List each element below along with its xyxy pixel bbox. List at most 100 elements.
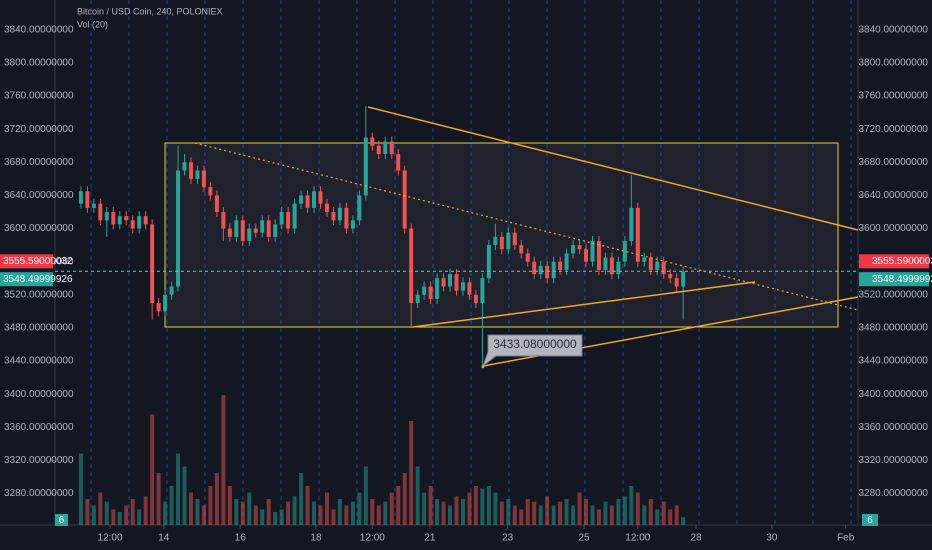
candle-body <box>422 286 427 295</box>
candle-body <box>506 232 511 250</box>
candle-body <box>376 145 381 155</box>
x-tick-label: 30 <box>766 533 778 544</box>
volume-bar <box>188 492 193 525</box>
y-tick-label: 3760.00000000 <box>858 91 928 102</box>
candle-body <box>169 286 174 295</box>
volume-bar <box>551 505 556 525</box>
volume-bar <box>201 505 206 525</box>
candle-body <box>545 265 550 279</box>
candle-body <box>668 274 673 279</box>
annotation-point <box>481 365 485 369</box>
volume-bar <box>91 505 96 525</box>
volume-bar <box>370 499 375 525</box>
volume-bar <box>661 501 666 525</box>
candle-body <box>111 211 116 225</box>
y-tick-label: 3320.00000000 <box>4 455 74 466</box>
volume-bar <box>448 505 453 525</box>
candle-body <box>370 137 375 146</box>
candle-body <box>117 216 122 225</box>
candle-body <box>596 240 601 270</box>
y-tick-label: 3520.00000000 <box>858 289 928 300</box>
candle-body <box>299 195 304 204</box>
volume-bar <box>363 466 368 525</box>
candle-body <box>195 170 200 179</box>
price-label-box <box>0 272 53 287</box>
y-tick-label: 3400.00000000 <box>858 389 928 400</box>
candle-body <box>331 211 336 221</box>
candle-body <box>441 278 446 287</box>
volume-bar <box>214 473 219 525</box>
volume-bar <box>182 466 187 525</box>
volume-bar <box>571 505 576 525</box>
volume-bar <box>655 509 660 525</box>
lower-trend-line <box>412 281 756 328</box>
symbol-title: Bitcoin / USD Coin, 240, POLONIEX <box>77 6 223 16</box>
volume-bar <box>208 486 213 525</box>
volume-bar <box>85 499 90 525</box>
candle-body <box>292 203 297 229</box>
volume-bar <box>350 501 355 525</box>
candle-body <box>273 224 278 237</box>
candle-body <box>564 253 569 270</box>
candle-body <box>396 154 401 171</box>
volume-bar <box>473 486 478 525</box>
candle-body <box>525 253 530 262</box>
volume-bar <box>422 492 427 525</box>
candle-body <box>279 211 284 225</box>
candle-body <box>532 261 537 275</box>
volume-bar <box>674 505 679 525</box>
volume-bar <box>584 499 589 525</box>
volume-bar <box>545 496 550 525</box>
y-tick-label: 3520.00000000 <box>4 289 74 300</box>
volume-bar <box>195 499 200 525</box>
volume-bar <box>117 512 122 525</box>
volume-bar <box>603 501 608 525</box>
candle-body <box>344 207 349 229</box>
volume-bar <box>577 492 582 525</box>
volume-bar <box>176 453 181 525</box>
candle-body <box>635 207 640 262</box>
y-tick-label: 3600.00000000 <box>4 223 74 234</box>
x-tick-label: 12:00 <box>98 533 123 544</box>
volume-badge-label: 6 <box>867 515 873 526</box>
volume-badge <box>862 514 878 526</box>
volume-bar <box>104 501 109 525</box>
y-tick-label: 3360.00000000 <box>4 422 74 433</box>
volume-bar <box>344 505 349 525</box>
y-tick-label: 3360.00000000 <box>858 422 928 433</box>
candle-body <box>467 282 472 295</box>
x-tick-label: 18 <box>310 533 322 544</box>
volume-bar <box>156 473 161 525</box>
volume-bar <box>648 499 653 525</box>
volume-bar <box>519 509 524 525</box>
price-label-box <box>859 254 929 269</box>
candle-body <box>137 216 142 229</box>
price-label: 3548.49999926 <box>3 274 73 285</box>
candle-body <box>674 278 679 287</box>
volume-bar <box>499 501 504 525</box>
y-tick-label: 3800.00000000 <box>4 58 74 69</box>
candle-body <box>247 228 252 241</box>
candle-body <box>435 278 440 299</box>
volume-bar <box>376 505 381 525</box>
candle-body <box>143 216 148 225</box>
volume-bar <box>486 486 491 525</box>
volume-bar <box>137 509 142 525</box>
y-tick-label: 3840.00000000 <box>4 24 74 35</box>
volume-bar <box>493 492 498 525</box>
candle-body <box>318 191 323 204</box>
candle-body <box>655 261 660 270</box>
volume-bar <box>396 486 401 525</box>
x-tick-label: 12:00 <box>360 533 385 544</box>
candle-body <box>681 271 686 287</box>
candle-body <box>493 236 498 246</box>
candle-body <box>480 278 485 304</box>
volume-bar <box>622 496 627 525</box>
y-tick-label: 3720.00000000 <box>4 124 74 135</box>
volume-bar <box>357 492 362 525</box>
upper-trend-line <box>367 106 859 231</box>
volume-bar <box>286 501 291 525</box>
candle-body <box>616 261 621 275</box>
y-tick-label: 3600.00000000 <box>858 223 928 234</box>
